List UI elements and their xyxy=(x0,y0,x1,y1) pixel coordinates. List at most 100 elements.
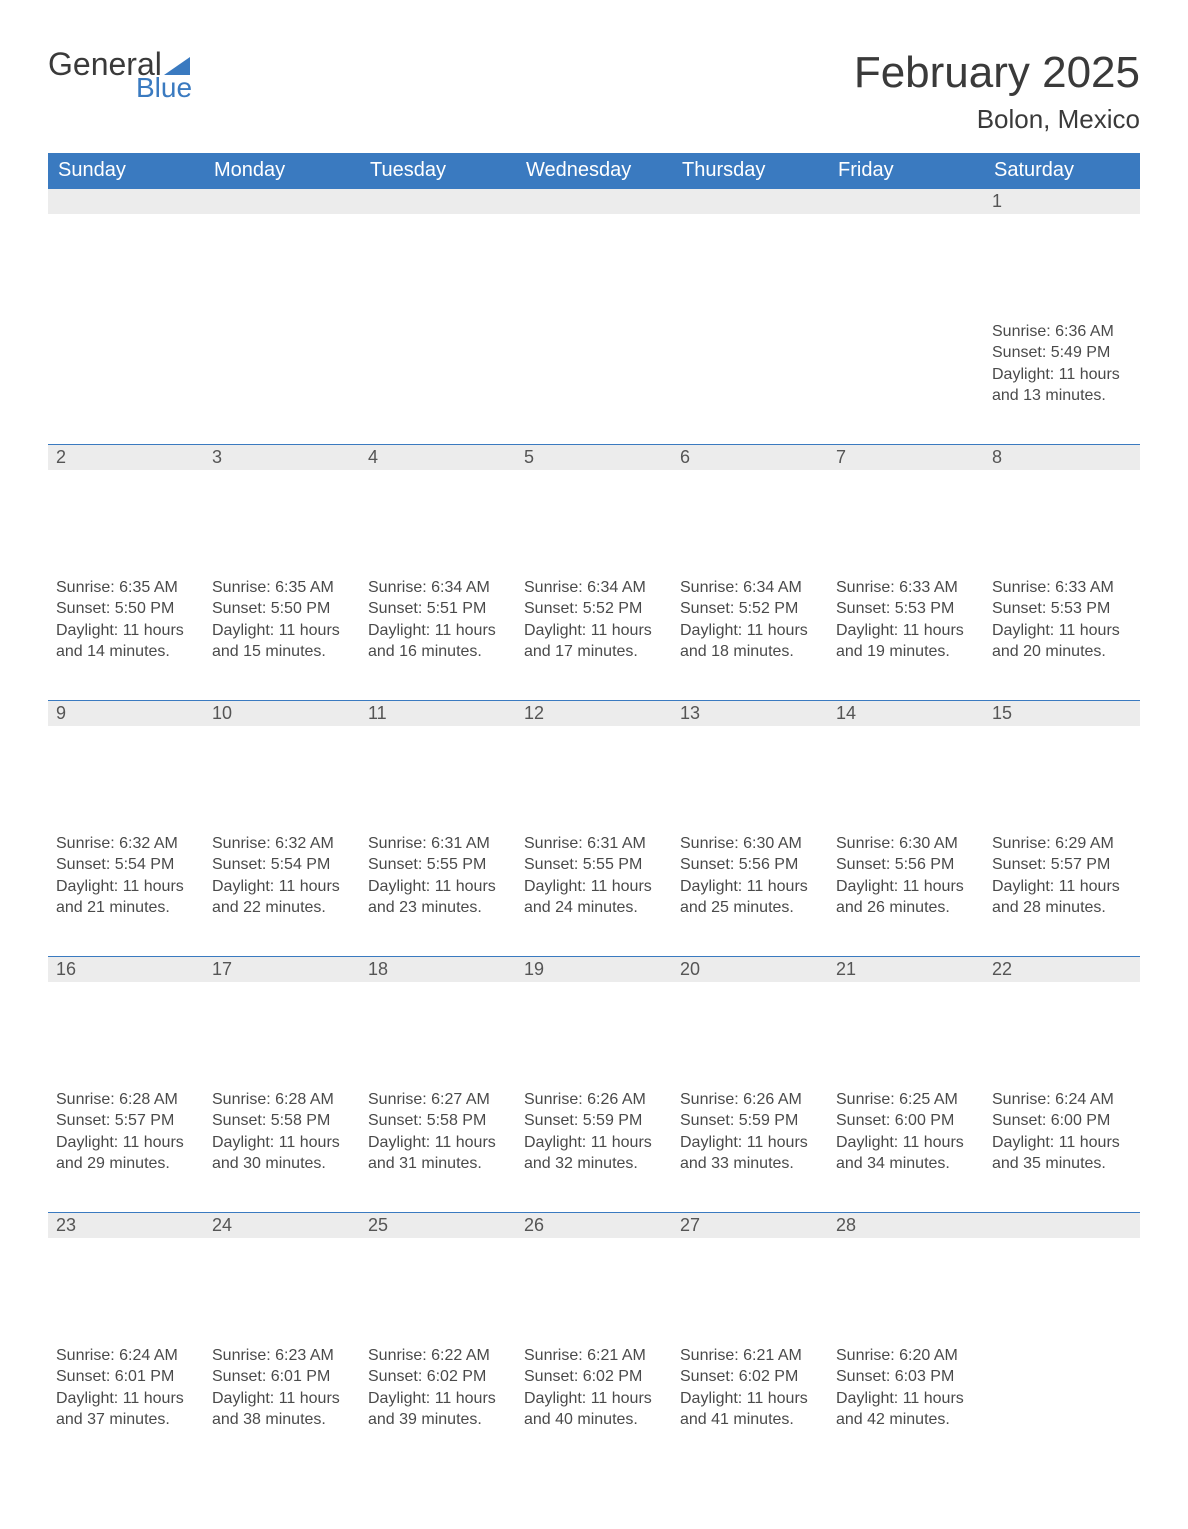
day-details xyxy=(672,317,828,335)
day-number: 8 xyxy=(984,445,1140,470)
sunset-line: Sunset: 6:02 PM xyxy=(524,1366,664,1388)
daylight-line: Daylight: 11 hours and 21 minutes. xyxy=(56,876,196,919)
week-body-row: Sunrise: 6:36 AMSunset: 5:49 PMDaylight:… xyxy=(48,317,1140,445)
sunrise-line: Sunrise: 6:21 AM xyxy=(524,1345,664,1367)
daylight-line: Daylight: 11 hours and 24 minutes. xyxy=(524,876,664,919)
weekday-header: Tuesday xyxy=(360,153,516,189)
day-details: Sunrise: 6:33 AMSunset: 5:53 PMDaylight:… xyxy=(828,573,984,677)
day-number: 26 xyxy=(516,1213,672,1238)
sunset-line: Sunset: 5:55 PM xyxy=(524,854,664,876)
sunset-line: Sunset: 6:00 PM xyxy=(836,1110,976,1132)
calendar-cell-body: Sunrise: 6:34 AMSunset: 5:52 PMDaylight:… xyxy=(516,573,672,701)
weekday-header: Saturday xyxy=(984,153,1140,189)
sunrise-line: Sunrise: 6:21 AM xyxy=(680,1345,820,1367)
week-daynum-row: 232425262728 xyxy=(48,1213,1140,1341)
daylight-line: Daylight: 11 hours and 15 minutes. xyxy=(212,620,352,663)
calendar-cell-daynum: 14 xyxy=(828,701,984,829)
day-number: 14 xyxy=(828,701,984,726)
sunset-line: Sunset: 5:58 PM xyxy=(368,1110,508,1132)
calendar-cell-daynum: 6 xyxy=(672,445,828,573)
calendar-cell-daynum: 25 xyxy=(360,1213,516,1341)
calendar-cell-body: Sunrise: 6:35 AMSunset: 5:50 PMDaylight:… xyxy=(48,573,204,701)
sunrise-line: Sunrise: 6:33 AM xyxy=(836,577,976,599)
calendar-cell-daynum: 3 xyxy=(204,445,360,573)
sunset-line: Sunset: 6:01 PM xyxy=(56,1366,196,1388)
day-details: Sunrise: 6:31 AMSunset: 5:55 PMDaylight:… xyxy=(360,829,516,933)
sunset-line: Sunset: 5:51 PM xyxy=(368,598,508,620)
calendar-cell-body: Sunrise: 6:33 AMSunset: 5:53 PMDaylight:… xyxy=(984,573,1140,701)
day-number xyxy=(984,1213,1140,1238)
calendar-cell-daynum: 12 xyxy=(516,701,672,829)
day-details: Sunrise: 6:27 AMSunset: 5:58 PMDaylight:… xyxy=(360,1085,516,1189)
calendar-cell-body: Sunrise: 6:21 AMSunset: 6:02 PMDaylight:… xyxy=(672,1341,828,1469)
sunrise-line: Sunrise: 6:24 AM xyxy=(56,1345,196,1367)
sunrise-line: Sunrise: 6:34 AM xyxy=(368,577,508,599)
day-details: Sunrise: 6:34 AMSunset: 5:52 PMDaylight:… xyxy=(672,573,828,677)
day-number: 7 xyxy=(828,445,984,470)
day-number: 5 xyxy=(516,445,672,470)
calendar-cell-daynum: 22 xyxy=(984,957,1140,1085)
day-number: 27 xyxy=(672,1213,828,1238)
logo-word-blue: Blue xyxy=(136,74,192,102)
sunrise-line: Sunrise: 6:22 AM xyxy=(368,1345,508,1367)
sunrise-line: Sunrise: 6:36 AM xyxy=(992,321,1132,343)
daylight-line: Daylight: 11 hours and 13 minutes. xyxy=(992,364,1132,407)
calendar-cell-body: Sunrise: 6:25 AMSunset: 6:00 PMDaylight:… xyxy=(828,1085,984,1213)
day-number: 6 xyxy=(672,445,828,470)
weekday-header: Friday xyxy=(828,153,984,189)
sunrise-line: Sunrise: 6:27 AM xyxy=(368,1089,508,1111)
day-details: Sunrise: 6:24 AMSunset: 6:00 PMDaylight:… xyxy=(984,1085,1140,1189)
calendar-cell-daynum: 18 xyxy=(360,957,516,1085)
calendar-cell-body: Sunrise: 6:34 AMSunset: 5:51 PMDaylight:… xyxy=(360,573,516,701)
day-number: 25 xyxy=(360,1213,516,1238)
day-details: Sunrise: 6:26 AMSunset: 5:59 PMDaylight:… xyxy=(516,1085,672,1189)
calendar-cell-body: Sunrise: 6:30 AMSunset: 5:56 PMDaylight:… xyxy=(672,829,828,957)
sunset-line: Sunset: 6:01 PM xyxy=(212,1366,352,1388)
day-details: Sunrise: 6:34 AMSunset: 5:52 PMDaylight:… xyxy=(516,573,672,677)
calendar-cell-daynum: 8 xyxy=(984,445,1140,573)
sunrise-line: Sunrise: 6:35 AM xyxy=(56,577,196,599)
calendar-cell-daynum xyxy=(828,189,984,317)
week-daynum-row: 9101112131415 xyxy=(48,701,1140,829)
day-number: 3 xyxy=(204,445,360,470)
daylight-line: Daylight: 11 hours and 26 minutes. xyxy=(836,876,976,919)
calendar-cell-daynum: 16 xyxy=(48,957,204,1085)
daylight-line: Daylight: 11 hours and 37 minutes. xyxy=(56,1388,196,1431)
calendar-cell-daynum: 21 xyxy=(828,957,984,1085)
sunset-line: Sunset: 5:54 PM xyxy=(56,854,196,876)
daylight-line: Daylight: 11 hours and 18 minutes. xyxy=(680,620,820,663)
sunset-line: Sunset: 5:57 PM xyxy=(56,1110,196,1132)
sunrise-line: Sunrise: 6:28 AM xyxy=(56,1089,196,1111)
weekday-header: Wednesday xyxy=(516,153,672,189)
day-details: Sunrise: 6:24 AMSunset: 6:01 PMDaylight:… xyxy=(48,1341,204,1445)
week-body-row: Sunrise: 6:28 AMSunset: 5:57 PM Daylight:… xyxy=(48,1085,1140,1213)
day-number: 16 xyxy=(48,957,204,982)
day-details xyxy=(48,317,204,335)
calendar-cell-body xyxy=(516,317,672,445)
calendar-cell-body: Sunrise: 6:27 AMSunset: 5:58 PMDaylight:… xyxy=(360,1085,516,1213)
calendar-cell-daynum xyxy=(360,189,516,317)
sunset-line: Sunset: 5:58 PM xyxy=(212,1110,352,1132)
calendar-cell-body xyxy=(984,1341,1140,1469)
calendar-cell-daynum: 27 xyxy=(672,1213,828,1341)
daylight-line: Daylight: 11 hours and 41 minutes. xyxy=(680,1388,820,1431)
day-number: 17 xyxy=(204,957,360,982)
sunrise-line: Sunrise: 6:31 AM xyxy=(368,833,508,855)
calendar-cell-daynum: 2 xyxy=(48,445,204,573)
calendar-cell-daynum: 19 xyxy=(516,957,672,1085)
sunrise-line: Sunrise: 6:33 AM xyxy=(992,577,1132,599)
daylight-line: Daylight: 11 hours and 33 minutes. xyxy=(680,1132,820,1175)
day-number: 28 xyxy=(828,1213,984,1238)
daylight-line: Daylight: 11 hours and 40 minutes. xyxy=(524,1388,664,1431)
daylight-line: Daylight: 11 hours and 34 minutes. xyxy=(836,1132,976,1175)
day-details: Sunrise: 6:32 AMSunset: 5:54 PMDaylight:… xyxy=(204,829,360,933)
calendar-cell-body: Sunrise: 6:34 AMSunset: 5:52 PMDaylight:… xyxy=(672,573,828,701)
day-number: 23 xyxy=(48,1213,204,1238)
day-details: Sunrise: 6:28 AMSunset: 5:57 PMDaylight:… xyxy=(48,1085,204,1189)
sunrise-line: Sunrise: 6:20 AM xyxy=(836,1345,976,1367)
calendar-cell-daynum: 24 xyxy=(204,1213,360,1341)
weekday-header: Sunday xyxy=(48,153,204,189)
daylight-line: Daylight: 11 hours and 31 minutes. xyxy=(368,1132,508,1175)
day-number: 13 xyxy=(672,701,828,726)
sunrise-line: Sunrise: 6:29 AM xyxy=(992,833,1132,855)
